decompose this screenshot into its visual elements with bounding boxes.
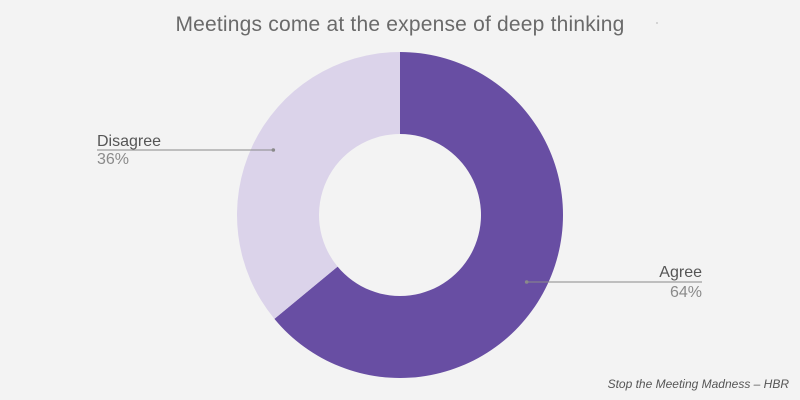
leader-dot-disagree: [271, 148, 276, 152]
chart-title: Meetings come at the expense of deep thi…: [175, 13, 625, 36]
source-caption: Stop the Meeting Madness – HBR: [607, 377, 789, 391]
label-disagree: Disagree: [97, 133, 161, 150]
slice-disagree: [236, 51, 400, 319]
leader-dot-agree: [524, 280, 529, 284]
title-decoration-dot: [656, 22, 658, 24]
value-label-agree: 64%: [670, 284, 702, 301]
slice-agree: [274, 52, 563, 379]
value-label-disagree: 36%: [97, 151, 129, 168]
label-agree: Agree: [659, 264, 702, 281]
